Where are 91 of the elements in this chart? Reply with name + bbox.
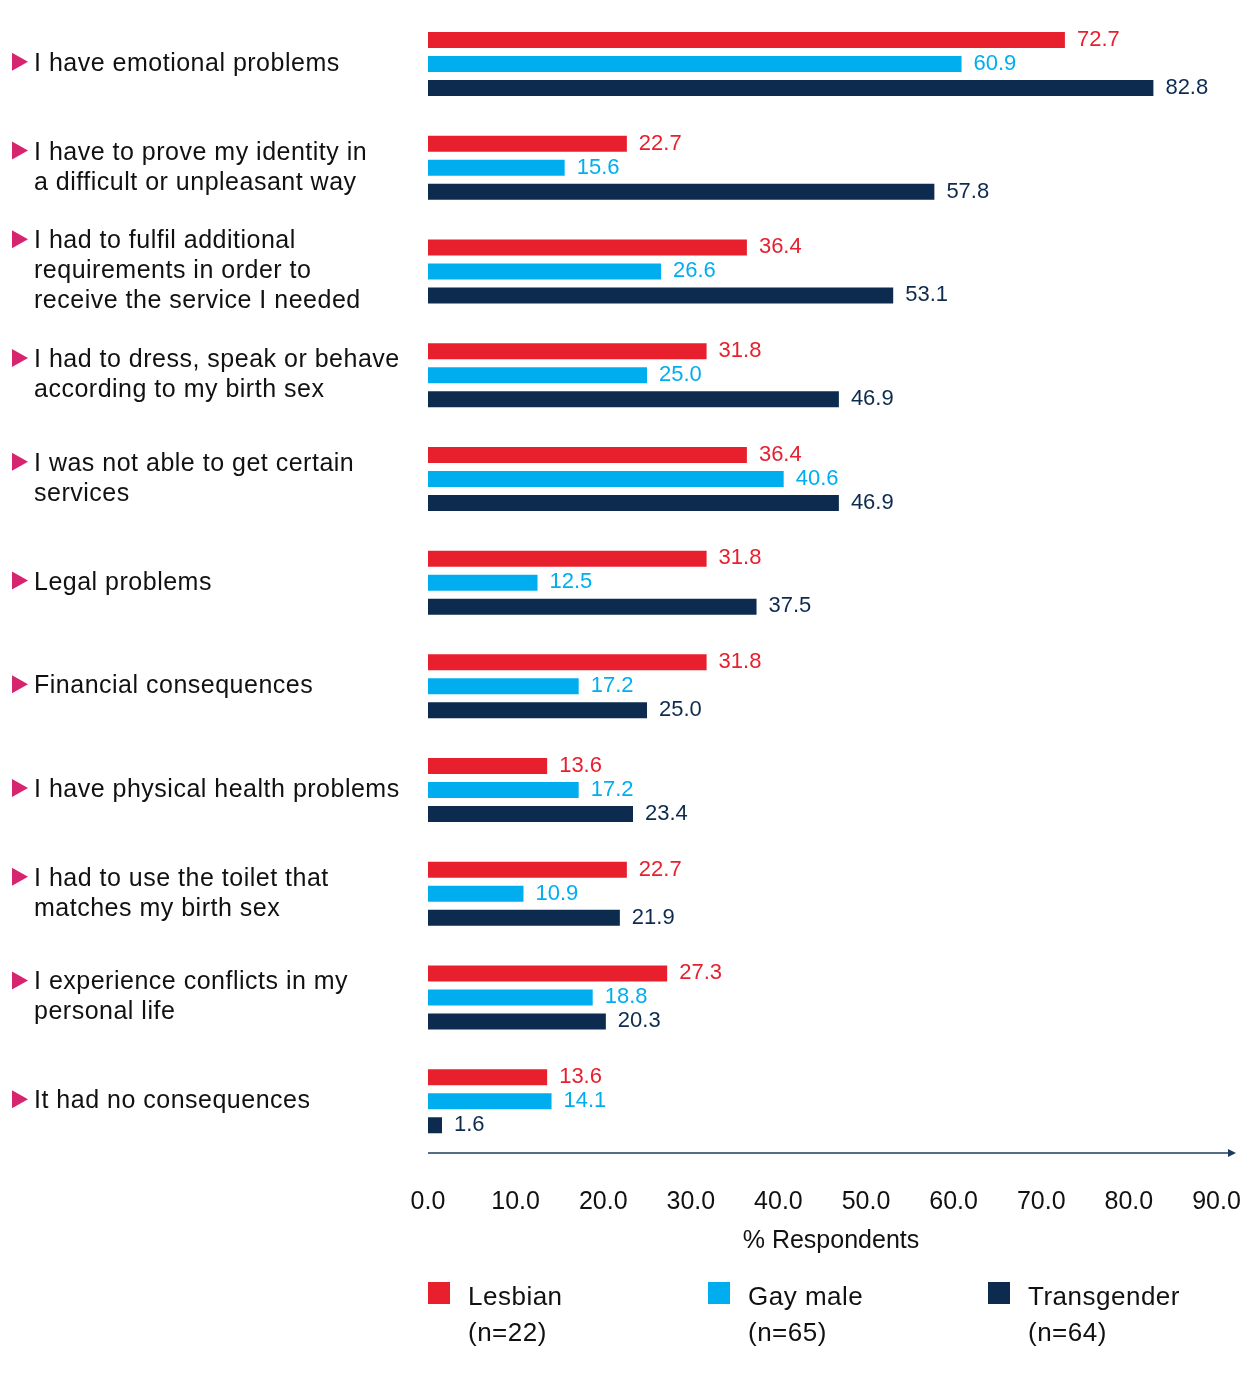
- data-label: 25.0: [659, 696, 702, 722]
- data-label: 17.2: [590, 775, 634, 801]
- x-tick-label: 0.0: [410, 1186, 446, 1214]
- data-label: 1.6: [454, 1111, 485, 1137]
- x-tick-label: 20.0: [578, 1186, 628, 1214]
- data-label: 36.4: [758, 233, 802, 259]
- bar: [428, 470, 784, 487]
- x-tick-label: 60.0: [929, 1186, 978, 1214]
- y-tick-label: I experience conflicts in my personal life: [34, 966, 349, 1025]
- data-label: 72.7: [1076, 25, 1120, 51]
- y-tick-label: It had no consequences: [34, 1084, 311, 1113]
- bar: [428, 885, 524, 902]
- bar: [428, 287, 894, 304]
- bar: [428, 367, 648, 384]
- data-label: 22.7: [638, 129, 682, 155]
- x-tick-label: 30.0: [666, 1186, 716, 1214]
- x-tick-label: 40.0: [754, 1186, 803, 1214]
- data-label: 31.8: [718, 336, 762, 362]
- bar: [428, 909, 620, 926]
- bar: [428, 702, 648, 719]
- data-label: 20.3: [617, 1007, 661, 1033]
- bar: [428, 343, 707, 360]
- legend-label: Transgender (n=64): [1028, 1280, 1181, 1349]
- legend-label: Gay male (n=65): [748, 1280, 865, 1349]
- data-label: 17.2: [590, 672, 634, 698]
- data-label: 23.4: [645, 799, 688, 825]
- data-label: 60.9: [973, 49, 1017, 75]
- data-label: 14.1: [563, 1087, 607, 1113]
- y-tick-label: I had to fulfil additional requirements in order to receive the service I needed: [34, 224, 361, 313]
- bar: [428, 861, 627, 878]
- bar: [428, 239, 747, 256]
- bar: [428, 678, 579, 695]
- data-label: 53.1: [905, 281, 949, 307]
- data-label: 21.9: [631, 903, 675, 929]
- y-tick-label: I have to prove my identity in a difficult or unpleasant way: [34, 136, 368, 195]
- y-tick-label: I had to use the toilet that matches my birth sex: [34, 862, 329, 921]
- bar: [428, 494, 839, 511]
- data-label: 26.6: [673, 257, 716, 283]
- data-label: 13.6: [559, 751, 602, 777]
- bar: [428, 80, 1154, 96]
- y-tick-label: I was not able to get certain services: [34, 447, 355, 506]
- data-label: 57.8: [946, 177, 990, 203]
- y-tick-label: Financial consequences: [34, 669, 314, 698]
- bar: [428, 1013, 606, 1030]
- x-tick-label: 70.0: [1016, 1186, 1066, 1214]
- data-label: 31.8: [718, 544, 762, 570]
- bar: [428, 989, 593, 1006]
- y-tick-label: I have physical health problems: [34, 773, 400, 802]
- bar: [428, 758, 548, 775]
- bar: [428, 159, 565, 176]
- x-tick-label: 50.0: [841, 1186, 891, 1214]
- bar: [428, 550, 707, 567]
- bar: [428, 32, 1065, 48]
- bar: [428, 135, 627, 152]
- bar: [428, 263, 662, 280]
- data-label: 40.6: [795, 464, 839, 490]
- bar: [428, 56, 962, 72]
- data-label: 27.3: [679, 959, 722, 985]
- bar: [428, 1069, 548, 1086]
- bar: [428, 391, 839, 408]
- bar: [428, 1117, 443, 1134]
- y-tick-label: I had to dress, speak or behave according to my birth sex: [34, 343, 400, 402]
- data-label: 25.0: [659, 360, 702, 386]
- data-label: 46.9: [850, 488, 894, 514]
- bar: [428, 965, 668, 982]
- data-label: 82.8: [1165, 73, 1209, 99]
- legend-label: Lesbian (n=22): [468, 1280, 564, 1349]
- y-tick-label: I have emotional problems: [34, 47, 340, 76]
- bar: [428, 446, 747, 463]
- bar: [428, 654, 707, 671]
- bar: [428, 598, 757, 615]
- data-label: 12.5: [549, 568, 593, 594]
- bar: [428, 574, 538, 591]
- x-axis-title: % Respondents: [742, 1225, 920, 1253]
- data-label: 46.9: [850, 384, 894, 410]
- x-tick-label: 10.0: [491, 1186, 540, 1214]
- data-label: 31.8: [718, 648, 762, 674]
- bar: [428, 1093, 552, 1110]
- x-tick-label: 80.0: [1104, 1186, 1154, 1214]
- data-label: 13.6: [559, 1063, 602, 1089]
- data-label: 10.9: [535, 879, 579, 905]
- data-label: 36.4: [758, 440, 802, 466]
- data-label: 15.6: [576, 153, 620, 179]
- bar: [428, 183, 935, 200]
- y-tick-label: Legal problems: [34, 566, 212, 595]
- bar: [428, 782, 579, 799]
- data-label: 37.5: [768, 592, 812, 618]
- x-tick-label: 90.0: [1192, 1186, 1241, 1214]
- data-label: 18.8: [604, 983, 648, 1009]
- bar: [428, 806, 633, 823]
- data-label: 22.7: [638, 855, 682, 881]
